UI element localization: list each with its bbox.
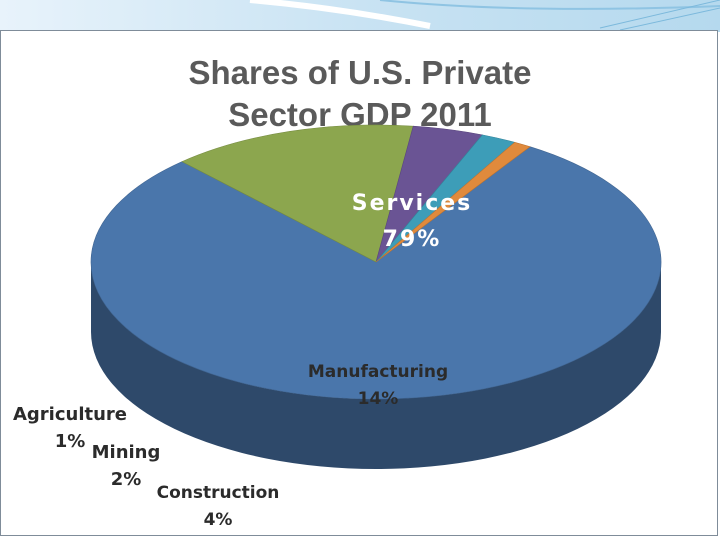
slice-label-manufacturing: Manufacturing: [308, 362, 448, 382]
chart-title-line-1: Shares of U.S. Private: [188, 54, 532, 91]
pie-slice-manufacturing: [181, 124, 414, 263]
slice-label-mining: Mining: [92, 442, 161, 463]
slice-value-construction: 4%: [204, 510, 233, 530]
pie-labels: Services 79% Manufacturing 14% Construction 4…: [13, 191, 473, 530]
slice-label-agriculture: Agriculture: [13, 404, 127, 425]
slice-value-mining: 2%: [111, 469, 142, 490]
slide-header-banner: [0, 0, 720, 32]
slice-value-services: 79%: [383, 227, 442, 252]
pie-side-services: [91, 262, 661, 469]
pie-slice-services: [90, 146, 662, 400]
pie-sides: [91, 262, 661, 469]
pie-tops: [90, 124, 662, 400]
slice-label-construction: Construction: [157, 483, 280, 503]
pie-slice-agriculture: [375, 141, 531, 263]
slice-value-agriculture: 1%: [55, 431, 86, 452]
slice-value-manufacturing: 14%: [358, 389, 399, 409]
slice-label-services: Services: [352, 191, 473, 216]
